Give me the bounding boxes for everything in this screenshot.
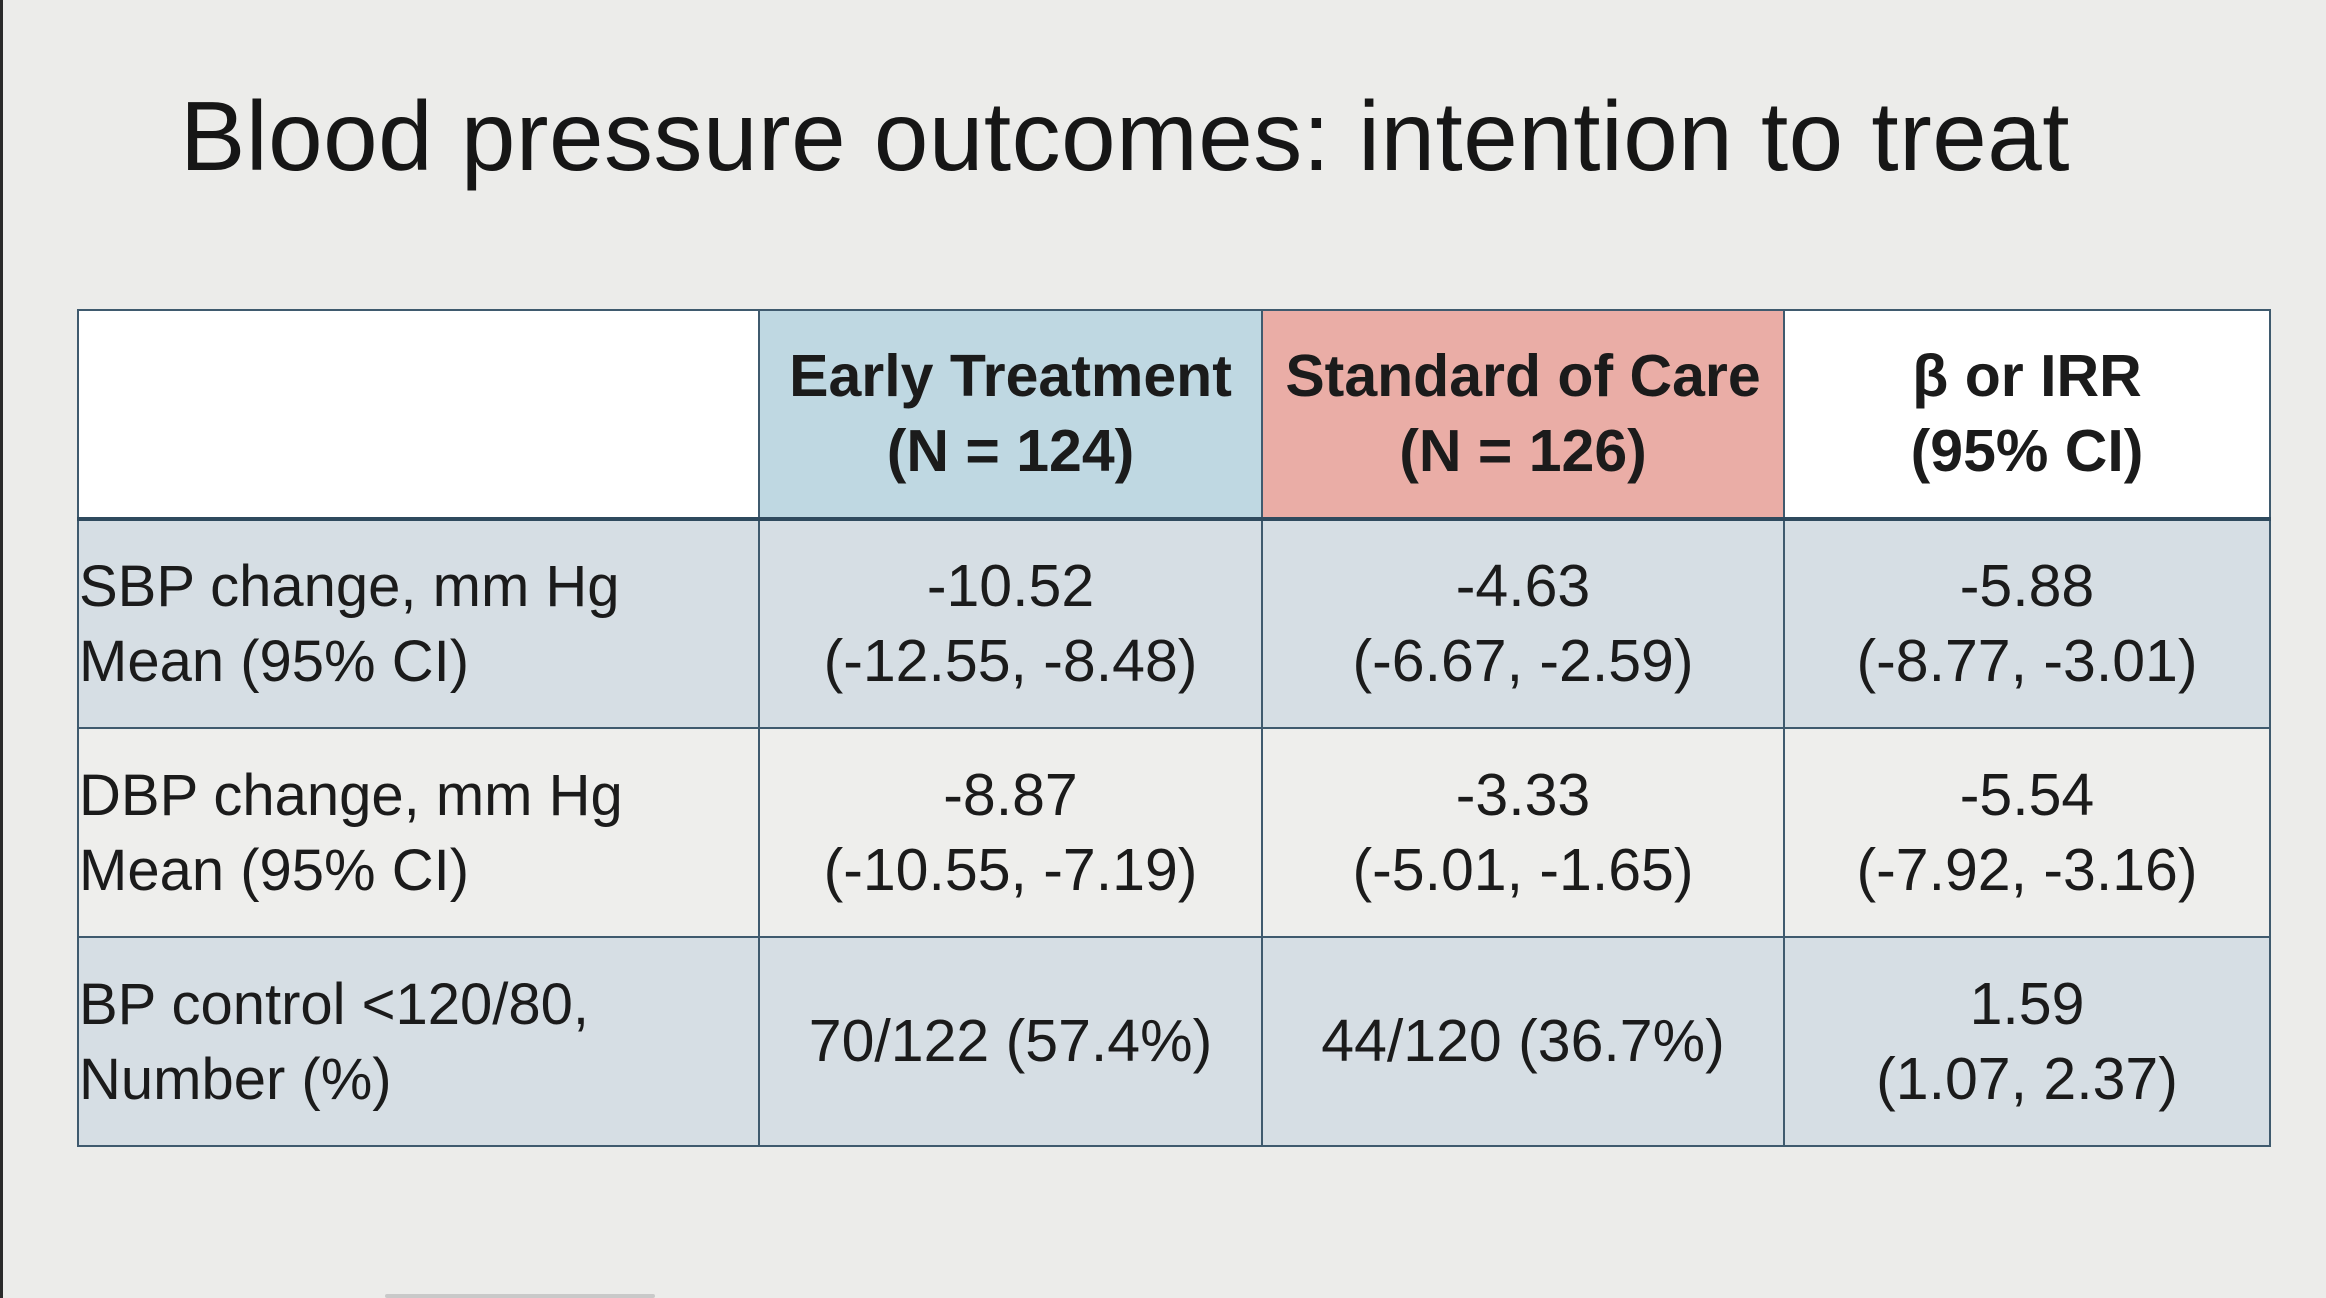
cell-value: -5.54 [1959,761,2095,828]
table-cell: 44/120 (36.7%) [1261,936,1785,1147]
cell-value: 70/122 (57.4%) [808,1008,1213,1074]
header-cell-standard-of-care: Standard of Care (N = 126) [1261,309,1785,520]
table-cell: -5.88 (-8.77, -3.01) [1783,518,2271,729]
cell-value: -8.87 [943,761,1078,828]
table-row-dbp: DBP change, mm Hg Mean (95% CI) -8.87 (-… [77,727,2271,938]
cell-ci: (1.07, 2.37) [1876,1045,2178,1112]
table-cell: -8.87 (-10.55, -7.19) [758,727,1263,938]
row-label-line2: Mean (95% CI) [79,629,470,694]
header-sample-size: (N = 126) [1399,418,1647,484]
header-cell-early-treatment: Early Treatment (N = 124) [758,309,1263,520]
left-edge-divider [0,0,3,1298]
outcomes-table: Early Treatment (N = 124) Standard of Ca… [77,309,2271,1147]
row-label-line1: SBP change, mm Hg [79,554,620,619]
cell-value: 1.59 [1969,970,2085,1037]
table-cell: 1.59 (1.07, 2.37) [1783,936,2271,1147]
row-label: SBP change, mm Hg Mean (95% CI) [77,518,760,729]
table-cell: -5.54 (-7.92, -3.16) [1783,727,2271,938]
header-sample-size: (N = 124) [886,418,1135,484]
row-label-line1: BP control <120/80, [79,971,590,1037]
table-row-bp-control: BP control <120/80, Number (%) 70/122 (5… [77,936,2271,1147]
row-label: DBP change, mm Hg Mean (95% CI) [77,727,760,938]
header-label: Standard of Care [1285,343,1761,409]
table-cell: -4.63 (-6.67, -2.59) [1261,518,1785,729]
cell-ci: (-8.77, -3.01) [1856,628,2198,694]
table-header-row: Early Treatment (N = 124) Standard of Ca… [77,309,2271,520]
header-cell-blank [77,309,760,520]
header-label: Early Treatment [789,343,1232,409]
cell-ci: (-10.55, -7.19) [823,836,1198,903]
cell-value: -5.88 [1959,553,2095,619]
header-ci: (95% CI) [1910,418,2144,484]
cell-ci: (-12.55, -8.48) [823,628,1198,694]
row-label: BP control <120/80, Number (%) [77,936,760,1147]
table-cell: 70/122 (57.4%) [758,936,1263,1147]
slide-title: Blood pressure outcomes: intention to tr… [180,81,2071,191]
row-label-line2: Number (%) [79,1046,392,1112]
cell-ci: (-6.67, -2.59) [1352,628,1694,694]
cell-ci: (-5.01, -1.65) [1352,836,1694,903]
header-cell-beta-irr: β or IRR (95% CI) [1783,309,2271,520]
table-cell: -3.33 (-5.01, -1.65) [1261,727,1785,938]
cell-value: -4.63 [1455,553,1591,619]
cell-ci: (-7.92, -3.16) [1856,836,2198,903]
header-label: β or IRR [1912,343,2142,409]
table-row-sbp: SBP change, mm Hg Mean (95% CI) -10.52 (… [77,518,2271,729]
row-label-line1: DBP change, mm Hg [79,762,623,828]
cell-value: -10.52 [926,553,1095,619]
footer-scroll-indicator [385,1294,655,1298]
cell-value: 44/120 (36.7%) [1321,1008,1725,1074]
cell-value: -3.33 [1455,761,1591,828]
table-cell: -10.52 (-12.55, -8.48) [758,518,1263,729]
row-label-line2: Mean (95% CI) [79,837,470,903]
